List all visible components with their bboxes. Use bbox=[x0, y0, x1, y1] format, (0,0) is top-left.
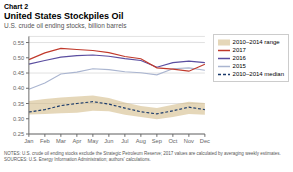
html-text:2010–2014 median: 2010–2014 median bbox=[232, 71, 284, 77]
svg-text:Jan: Jan bbox=[24, 138, 33, 144]
svg-text:Feb: Feb bbox=[40, 138, 50, 144]
svg-text:May: May bbox=[87, 138, 98, 144]
html-text:2010–2014 range: 2010–2014 range bbox=[232, 39, 280, 45]
html-text:United States Stockpiles Oil: United States Stockpiles Oil bbox=[4, 11, 124, 21]
svg-text:Oct: Oct bbox=[168, 138, 177, 144]
html-text:SOURCES: U.S. Energy Informati: SOURCES: U.S. Energy Information Adminis… bbox=[4, 156, 151, 162]
svg-text:0.55: 0.55 bbox=[13, 40, 24, 46]
svg-text:Aug: Aug bbox=[136, 138, 146, 144]
html-text:NOTES: U.S. crude oil ending s: NOTES: U.S. crude oil ending stocks excl… bbox=[4, 151, 281, 156]
html-text:Chart 2: Chart 2 bbox=[4, 3, 29, 10]
svg-text:Sep: Sep bbox=[152, 138, 162, 144]
svg-text:Jul: Jul bbox=[121, 138, 128, 144]
svg-text:0.50: 0.50 bbox=[13, 55, 24, 61]
svg-text:0.35: 0.35 bbox=[13, 101, 24, 107]
svg-text:0.30: 0.30 bbox=[13, 116, 24, 122]
svg-text:Mar: Mar bbox=[56, 138, 66, 144]
svg-text:0.45: 0.45 bbox=[13, 70, 24, 76]
svg-text:Nov: Nov bbox=[184, 138, 194, 144]
svg-text:Apr: Apr bbox=[72, 138, 81, 144]
svg-text:Dec: Dec bbox=[200, 138, 210, 144]
html-text:2016: 2016 bbox=[232, 55, 246, 61]
svg-text:0.40: 0.40 bbox=[13, 85, 24, 91]
svg-text:Jun: Jun bbox=[104, 138, 113, 144]
html-text:2015: 2015 bbox=[232, 63, 246, 69]
html-text:U.S. crude oil ending stocks,: U.S. crude oil ending stocks, billion ba… bbox=[4, 22, 127, 29]
html-text:2017: 2017 bbox=[232, 47, 246, 53]
svg-text:0.25: 0.25 bbox=[13, 131, 24, 137]
